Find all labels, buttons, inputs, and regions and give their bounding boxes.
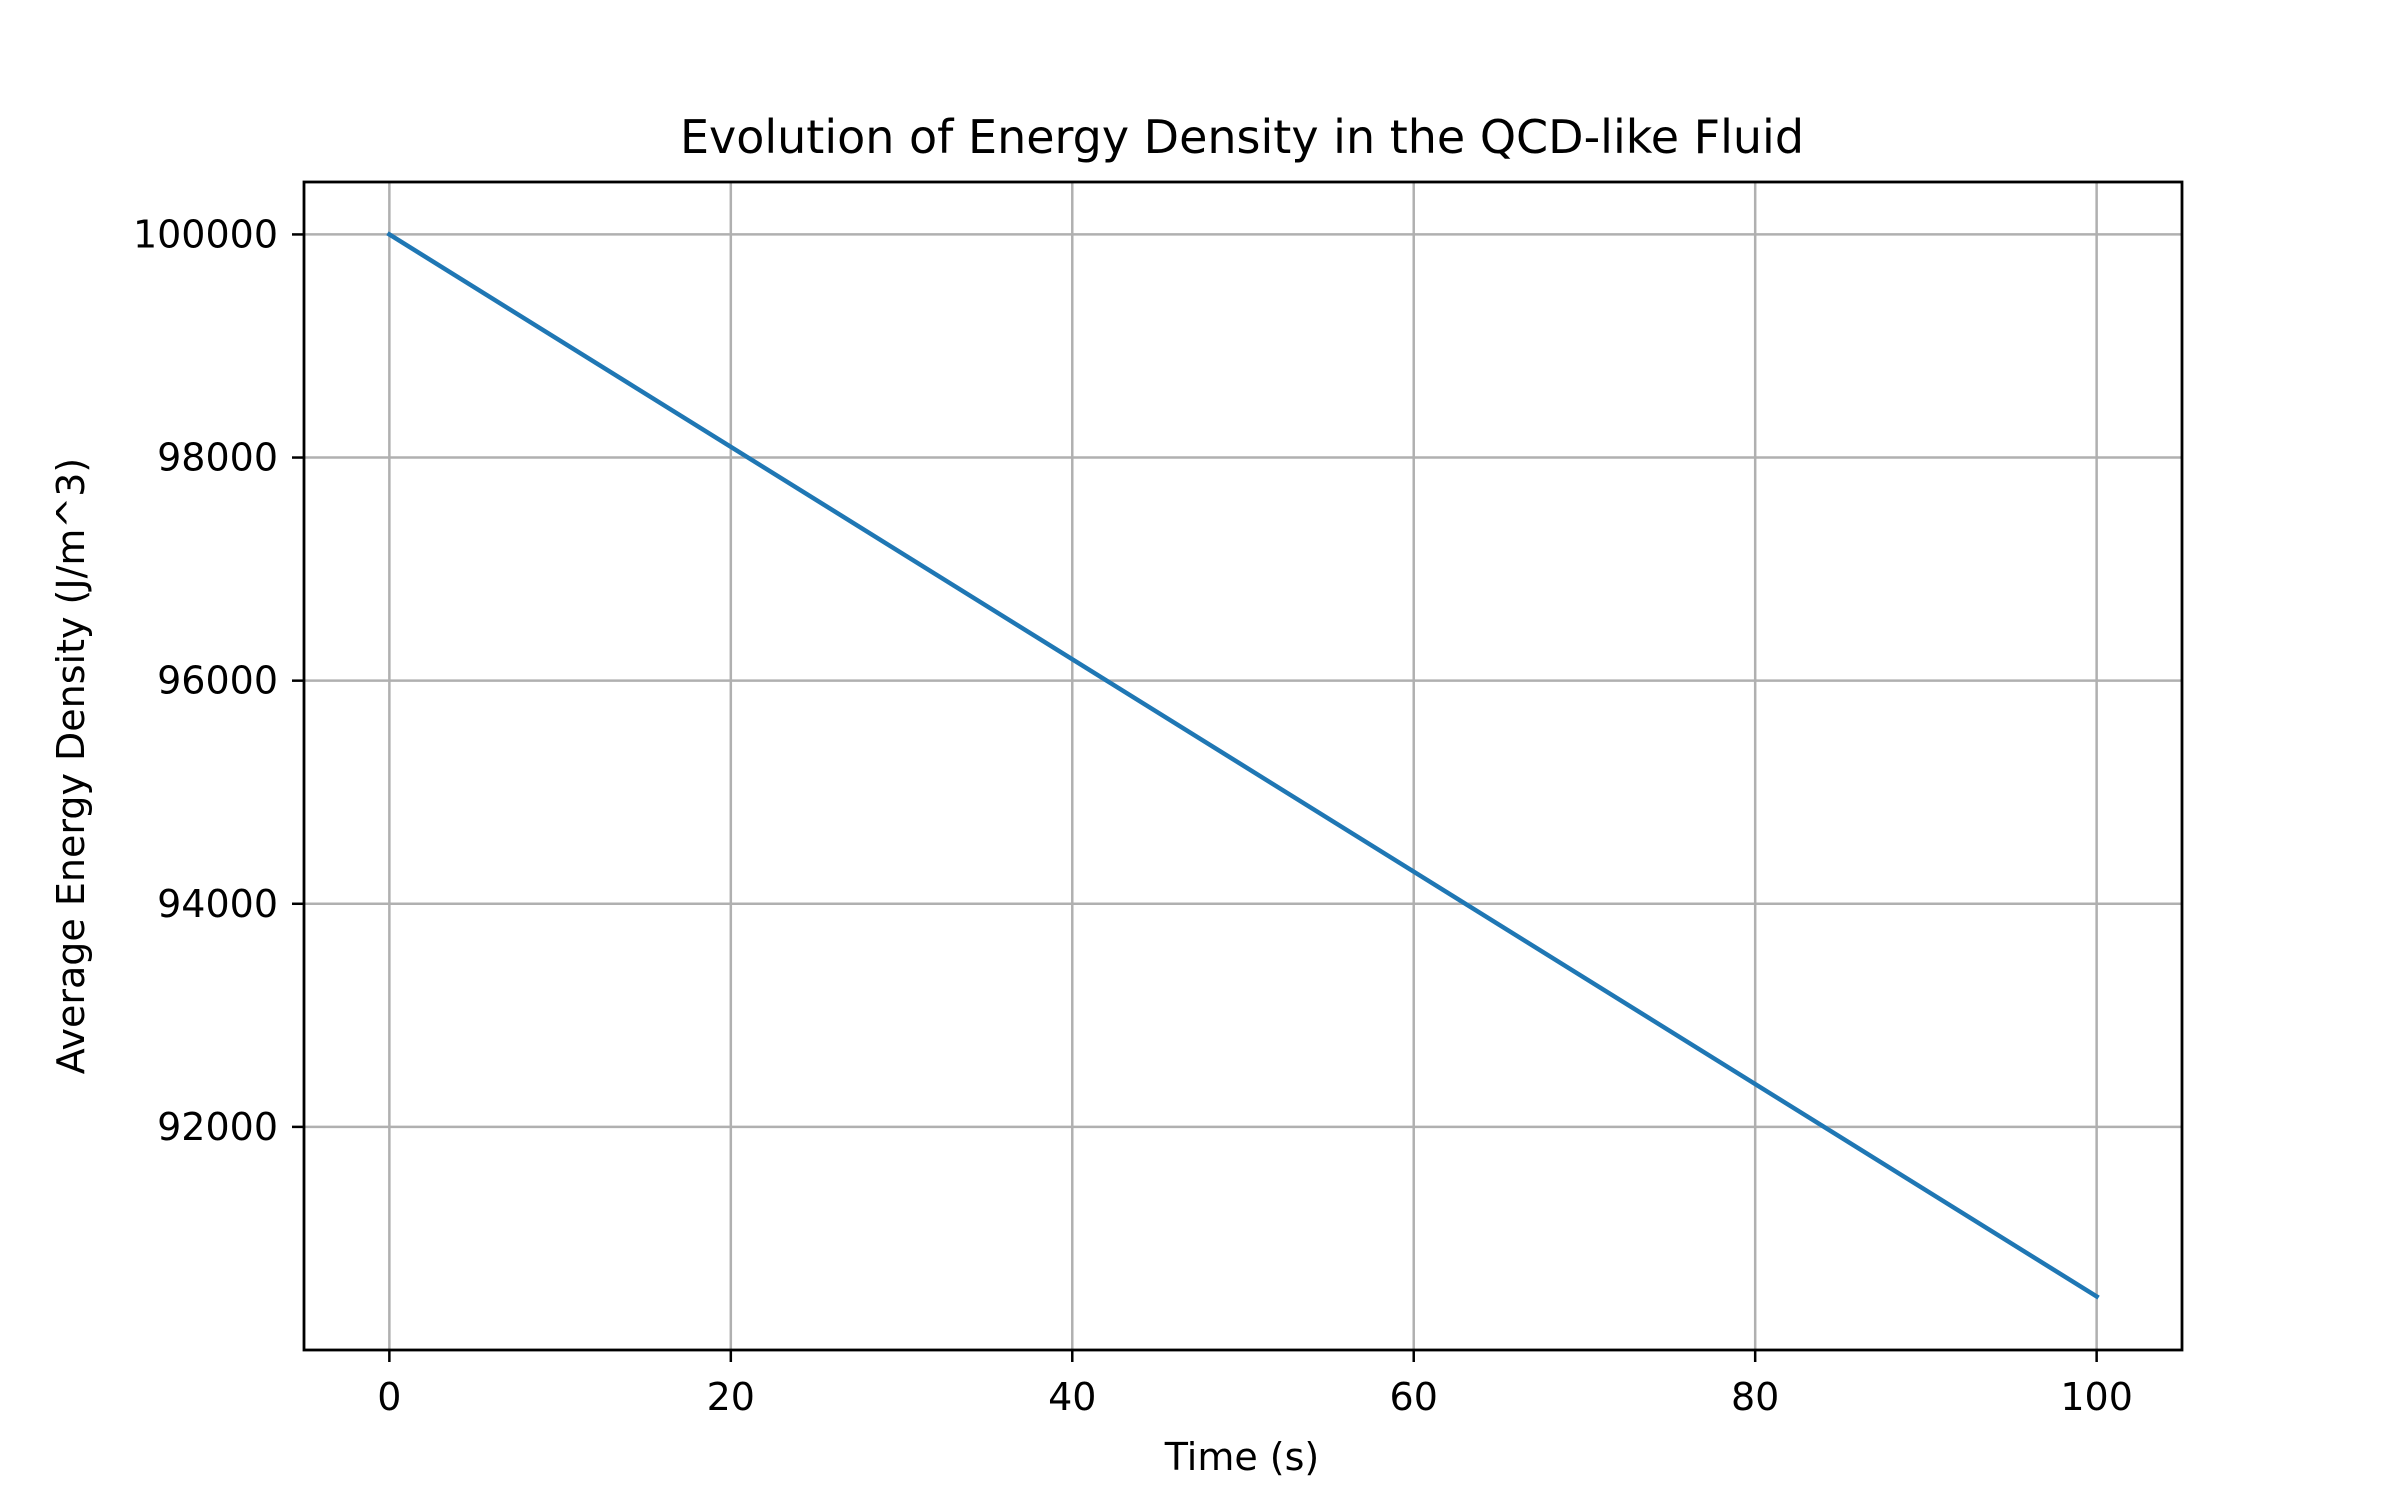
y-tick-label-3: 98000: [157, 436, 278, 480]
x-tick-label-4: 80: [1731, 1375, 1779, 1419]
y-tick-label-2: 96000: [157, 659, 278, 703]
x-tick-label-1: 20: [707, 1375, 755, 1419]
x-tick-label-2: 40: [1048, 1375, 1096, 1419]
x-axis-label: Time (s): [1164, 1435, 1320, 1479]
y-gridlines: [304, 233, 2182, 1129]
x-axis-ticks: 0 20 40 60 80 100: [377, 1350, 2133, 1419]
y-axis-ticks: 92000 94000 96000 98000 100000: [133, 212, 304, 1149]
x-tick-label-5: 100: [2060, 1375, 2133, 1419]
y-tick-label-0: 92000: [157, 1105, 278, 1149]
x-tick-label-0: 0: [377, 1375, 401, 1419]
series-line-0: [386, 231, 2100, 1300]
chart-title: Evolution of Energy Density in the QCD-l…: [680, 110, 1804, 164]
y-tick-label-4: 100000: [133, 212, 278, 256]
series-layer: [386, 231, 2100, 1300]
x-tick-label-3: 60: [1390, 1375, 1438, 1419]
plot-frame: [302, 180, 2184, 1352]
y-tick-label-1: 94000: [157, 882, 278, 926]
x-gridlines: [388, 182, 2098, 1350]
y-axis-label: Average Energy Density (J/m^3): [49, 458, 93, 1074]
